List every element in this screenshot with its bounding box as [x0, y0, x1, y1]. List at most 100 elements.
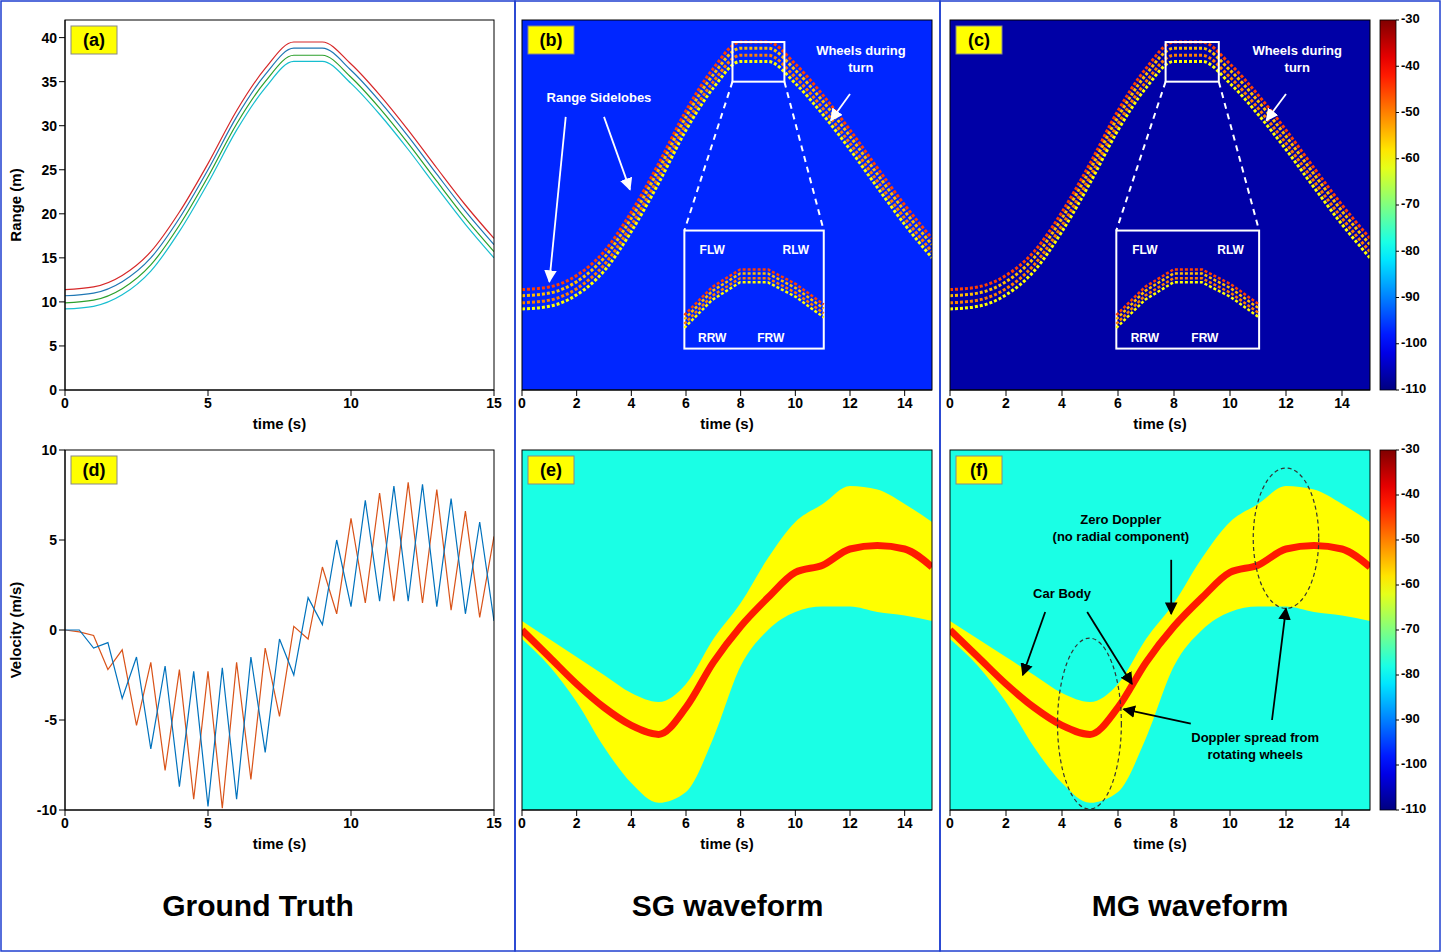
svg-text:5: 5	[49, 532, 57, 548]
svg-text:RLW: RLW	[783, 243, 810, 257]
svg-text:-70: -70	[1401, 621, 1420, 636]
svg-text:25: 25	[41, 162, 57, 178]
svg-text:15: 15	[486, 395, 502, 411]
svg-text:2: 2	[1002, 815, 1010, 831]
svg-text:time (s): time (s)	[253, 835, 306, 852]
svg-text:2: 2	[573, 815, 581, 831]
svg-text:-80: -80	[1401, 666, 1420, 681]
svg-text:(e): (e)	[540, 460, 562, 480]
svg-text:RLW: RLW	[1217, 243, 1244, 257]
svg-text:FRW: FRW	[757, 331, 785, 345]
svg-text:-60: -60	[1401, 150, 1420, 165]
svg-text:5: 5	[204, 395, 212, 411]
svg-text:15: 15	[41, 250, 57, 266]
svg-text:40: 40	[41, 30, 57, 46]
svg-text:-100: -100	[1401, 756, 1427, 771]
svg-text:12: 12	[1278, 395, 1294, 411]
svg-text:0: 0	[61, 815, 69, 831]
svg-text:10: 10	[343, 395, 359, 411]
svg-text:35: 35	[41, 74, 57, 90]
svg-text:0: 0	[49, 382, 57, 398]
svg-text:0: 0	[61, 395, 69, 411]
svg-text:10: 10	[788, 815, 804, 831]
svg-text:12: 12	[842, 395, 858, 411]
svg-text:(a): (a)	[83, 30, 105, 50]
svg-text:-90: -90	[1401, 711, 1420, 726]
svg-text:8: 8	[1170, 395, 1178, 411]
svg-text:5: 5	[204, 815, 212, 831]
svg-text:FRW: FRW	[1191, 331, 1219, 345]
svg-text:30: 30	[41, 118, 57, 134]
svg-text:14: 14	[1334, 815, 1350, 831]
svg-text:-80: -80	[1401, 243, 1420, 258]
svg-text:4: 4	[1058, 395, 1066, 411]
svg-text:6: 6	[1114, 395, 1122, 411]
svg-text:0: 0	[946, 815, 954, 831]
svg-text:Wheels duringturn: Wheels duringturn	[1252, 43, 1342, 75]
svg-text:Car Body: Car Body	[1033, 586, 1092, 601]
svg-text:time (s): time (s)	[1133, 415, 1186, 432]
svg-text:8: 8	[737, 815, 745, 831]
svg-text:RRW: RRW	[1131, 331, 1160, 345]
svg-text:(b): (b)	[540, 30, 563, 50]
svg-text:10: 10	[1222, 815, 1238, 831]
svg-text:8: 8	[737, 395, 745, 411]
svg-text:2: 2	[573, 395, 581, 411]
svg-text:14: 14	[897, 815, 913, 831]
svg-text:Wheels duringturn: Wheels duringturn	[816, 43, 906, 75]
svg-text:8: 8	[1170, 815, 1178, 831]
svg-text:0: 0	[946, 395, 954, 411]
svg-text:2: 2	[1002, 395, 1010, 411]
svg-text:10: 10	[41, 442, 57, 458]
svg-text:10: 10	[1222, 395, 1238, 411]
svg-text:10: 10	[41, 294, 57, 310]
svg-text:6: 6	[1114, 815, 1122, 831]
svg-text:-10: -10	[37, 802, 57, 818]
svg-text:SG waveform: SG waveform	[632, 889, 824, 922]
svg-text:14: 14	[897, 395, 913, 411]
svg-text:Range Sidelobes: Range Sidelobes	[547, 90, 652, 105]
svg-text:-90: -90	[1401, 289, 1420, 304]
svg-text:RRW: RRW	[698, 331, 727, 345]
svg-text:(f): (f)	[970, 460, 988, 480]
svg-text:time (s): time (s)	[253, 415, 306, 432]
svg-text:-40: -40	[1401, 58, 1420, 73]
svg-text:0: 0	[518, 815, 526, 831]
svg-text:Velocity (m/s): Velocity (m/s)	[7, 582, 24, 679]
svg-text:Doppler spread fromrotating wh: Doppler spread fromrotating wheels	[1191, 730, 1319, 762]
svg-text:MG waveform: MG waveform	[1092, 889, 1289, 922]
svg-text:-30: -30	[1401, 441, 1420, 456]
svg-text:-100: -100	[1401, 335, 1427, 350]
svg-text:time (s): time (s)	[1133, 835, 1186, 852]
svg-text:-40: -40	[1401, 486, 1420, 501]
svg-text:10: 10	[788, 395, 804, 411]
svg-text:4: 4	[627, 395, 635, 411]
svg-text:4: 4	[627, 815, 635, 831]
svg-text:0: 0	[518, 395, 526, 411]
svg-text:5: 5	[49, 338, 57, 354]
svg-text:6: 6	[682, 395, 690, 411]
svg-text:10: 10	[343, 815, 359, 831]
svg-text:-30: -30	[1401, 11, 1420, 26]
svg-text:Range (m): Range (m)	[7, 168, 24, 241]
svg-text:Ground Truth: Ground Truth	[162, 889, 354, 922]
svg-text:FLW: FLW	[700, 243, 726, 257]
svg-text:20: 20	[41, 206, 57, 222]
svg-text:-5: -5	[45, 712, 58, 728]
svg-text:time (s): time (s)	[700, 835, 753, 852]
svg-text:-50: -50	[1401, 104, 1420, 119]
svg-text:time (s): time (s)	[700, 415, 753, 432]
svg-text:FLW: FLW	[1132, 243, 1158, 257]
svg-text:-50: -50	[1401, 531, 1420, 546]
svg-text:Zero Doppler(no radial compone: Zero Doppler(no radial component)	[1053, 512, 1190, 544]
svg-text:-110: -110	[1401, 381, 1426, 396]
svg-text:-60: -60	[1401, 576, 1420, 591]
svg-text:(d): (d)	[83, 460, 106, 480]
svg-text:6: 6	[682, 815, 690, 831]
svg-text:12: 12	[842, 815, 858, 831]
svg-text:(c): (c)	[968, 30, 990, 50]
svg-text:-110: -110	[1401, 801, 1426, 816]
svg-text:14: 14	[1334, 395, 1350, 411]
svg-text:4: 4	[1058, 815, 1066, 831]
svg-text:0: 0	[49, 622, 57, 638]
